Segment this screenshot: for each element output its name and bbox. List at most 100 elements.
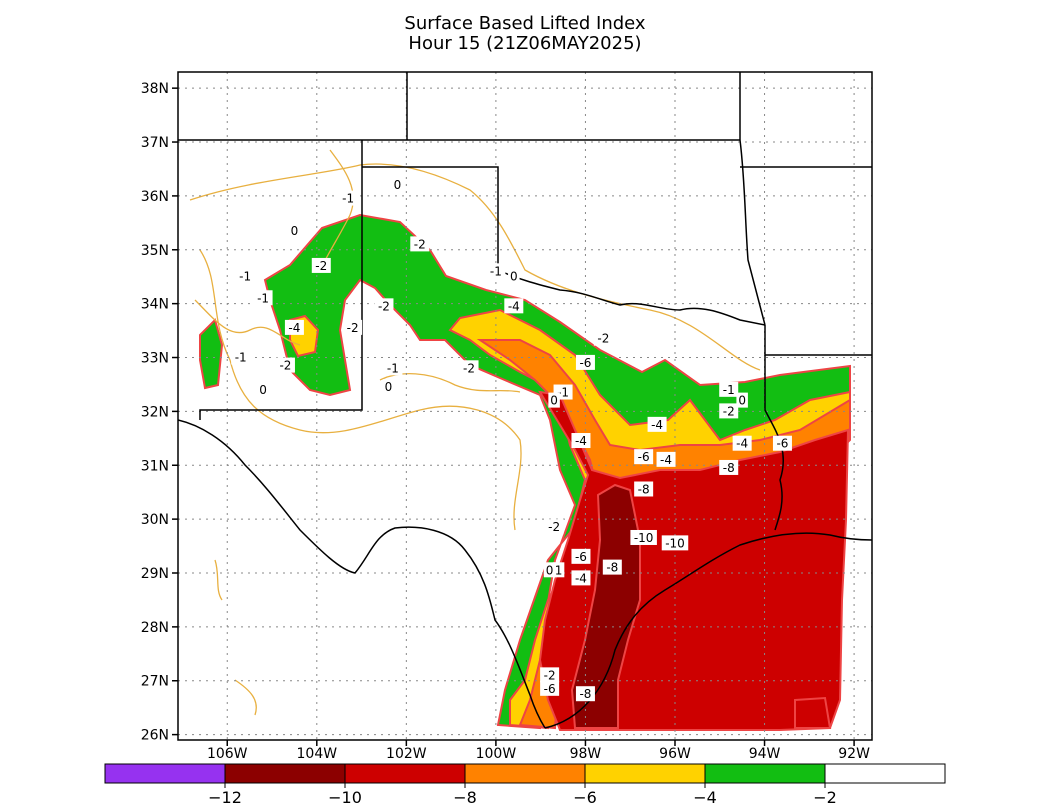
contour-label-bg [630,529,657,545]
lon-tick-label: 94W [749,746,781,762]
contour-label-bg [257,381,269,397]
lat-tick-label: 28N [141,620,169,636]
contour-label: 0 [391,177,404,193]
lon-tick-label: 100W [476,746,517,762]
contour-label: -1 [719,381,739,397]
contour-label-bg [544,519,564,535]
colorbar-bin [824,763,946,784]
contour-label-bg [235,268,255,284]
colorbar: −12 −10 −8 −6 −4 −2 [104,763,946,807]
colorbar-bin [104,763,226,784]
contour-label-text: -1 [723,383,735,397]
contour-label-text: -2 [279,359,291,373]
lon-tick-label: 102W [386,746,427,762]
contour-label-text: -4 [651,418,663,432]
contour-label: -1 [235,268,255,284]
contour-label-bg [634,449,654,465]
lon-tick-label: 104W [297,746,338,762]
contour-label: -4 [732,435,752,451]
contour-label-text: -8 [606,561,618,575]
contour-label-bg [552,562,565,578]
contour-label: -2 [374,298,394,314]
lat-tick-label: 26N [141,728,169,744]
contour-label-text: -2 [597,332,609,346]
contour-label: 0 [736,392,748,408]
border-ar-la [764,325,872,356]
contour-label-text: -8 [579,687,591,701]
contour-label-text: -1 [490,264,502,278]
contour-label: -8 [719,459,739,475]
contour-label: -2 [410,236,430,252]
contour-label-text: -2 [347,321,359,335]
contour-label: -6 [571,548,591,564]
contour-label: -8 [575,686,595,702]
plot-frame [177,71,873,741]
contour-label-bg [288,222,301,238]
contour-label-bg [575,354,595,370]
contour-label: -2 [544,519,564,535]
fill-darkred-core [570,483,641,729]
contour-label-bg [772,435,792,451]
contour-label: -1 [486,263,506,279]
lat-tick-label: 38N [141,81,169,97]
contour-label-text: 0 [510,270,518,284]
contour-label-bg [459,360,479,376]
contour-label: -1 [231,349,251,365]
lat-tick-label: 32N [141,404,169,420]
contour-label: -4 [571,433,591,449]
contour-label-bg [508,268,520,284]
contour-label: -1 [338,190,358,206]
contour-label-text: -4 [288,321,300,335]
contour-label: -6 [540,680,560,696]
contour-labels: 0-10-2-2-1 -1 0-1-4-2-4 -2-2-1 -6-2 -2-10 0 -10… [231,177,792,702]
map-title-line1: Surface Based Lifted Index [404,13,646,34]
contour-label-bg [540,667,560,683]
colorbar-label: −12 [208,788,242,807]
contour-label-text: -1 [239,270,251,284]
contour-label-text: -2 [544,668,556,682]
contour-label-text: -1 [557,386,569,400]
colorbar-bin [584,763,706,784]
contour-label-bg [543,562,556,578]
colorbar-label: −2 [813,788,837,807]
border-tx-la [764,355,785,531]
contour-label: 0 [543,562,556,578]
contour-label-bg [383,360,403,376]
contour-label-bg [548,392,560,408]
contour-label-text: -6 [575,550,587,564]
contour-label-text: -6 [776,437,788,451]
contour-label-text: -4 [736,437,748,451]
contour-label: -10 [630,529,657,545]
lat-tick-label: 36N [141,189,169,205]
contour-label-text: -2 [378,299,390,313]
border-ok-tx-north [362,166,499,270]
contour-label-bg [661,535,689,551]
contour-label: 0 [257,381,269,397]
border-ok-ar [739,139,766,326]
contour-label: -2 [343,319,363,335]
contour-label-bg [719,459,739,475]
contour-label: -2 [540,667,560,683]
map-title-line2: Hour 15 (21Z06MAY2025) [408,33,642,54]
colorbar-bin [344,763,466,784]
lat-tick-label: 37N [141,135,169,151]
contour-label: -2 [459,360,479,376]
fill-green-west [199,318,224,390]
contour-label-text: -1 [342,192,354,206]
contour-label: 0 [548,392,560,408]
lat-tick-label: 27N [141,674,169,690]
rio-grande [178,419,546,729]
contour-label-text: -2 [414,237,426,251]
contour-label: 0 [288,222,301,238]
contour-label-bg [275,357,295,373]
contour-label: 0 [382,379,395,395]
lon-tick-label: 98W [570,746,602,762]
contour-label-text: -1 [235,351,247,365]
colorbar-label: −8 [453,788,477,807]
lon-tick-label: 96W [659,746,691,762]
contour-label-bg [231,349,251,365]
contour-label-text: 1 [555,563,563,577]
contour-label-text: -4 [575,571,587,585]
contour-label: -6 [772,435,792,451]
